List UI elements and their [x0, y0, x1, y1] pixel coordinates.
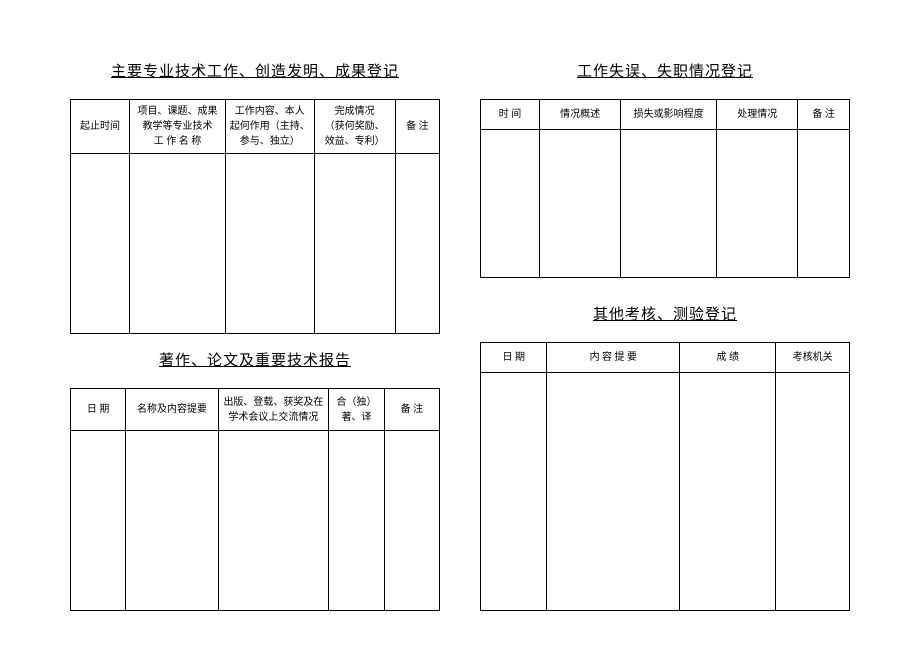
table-publications: 日 期 名称及内容提要 出版、登载、获奖及在学术会议上交流情况 合（独）著、译 …	[70, 388, 440, 611]
table-cell	[547, 373, 680, 611]
col-header: 成 绩	[680, 343, 776, 373]
table-cell	[218, 431, 329, 611]
col-header: 日 期	[71, 389, 126, 431]
table-row	[481, 373, 850, 611]
table-professional-work: 起止时间 项目、课题、成果教学等专业技术工 作 名 称 工作内容、本人起何作用（…	[70, 99, 440, 334]
col-header: 出版、登载、获奖及在学术会议上交流情况	[218, 389, 329, 431]
table-header-row: 日 期 名称及内容提要 出版、登载、获奖及在学术会议上交流情况 合（独）著、译 …	[71, 389, 440, 431]
col-header: 项目、课题、成果教学等专业技术工 作 名 称	[130, 100, 226, 154]
table-row	[71, 431, 440, 611]
table-cell	[130, 154, 226, 334]
table-cell	[540, 130, 621, 278]
table-cell	[481, 130, 540, 278]
section2-title: 著作、论文及重要技术报告	[70, 349, 440, 370]
col-header: 名称及内容提要	[126, 389, 218, 431]
section4-title: 其他考核、测验登记	[480, 303, 850, 324]
col-header: 内 容 提 要	[547, 343, 680, 373]
table-cell	[71, 431, 126, 611]
col-header: 完成情况（获何奖励、效益、专利）	[314, 100, 395, 154]
table-cell	[717, 130, 798, 278]
table-header-row: 起止时间 项目、课题、成果教学等专业技术工 作 名 称 工作内容、本人起何作用（…	[71, 100, 440, 154]
table-row	[71, 154, 440, 334]
col-header: 日 期	[481, 343, 547, 373]
table-cell	[680, 373, 776, 611]
table-header-row: 时 间 情况概述 损失或影响程度 处理情况 备 注	[481, 100, 850, 130]
table-cell	[776, 373, 850, 611]
table-cell	[314, 154, 395, 334]
col-header: 处理情况	[717, 100, 798, 130]
col-header: 考核机关	[776, 343, 850, 373]
col-header: 时 间	[481, 100, 540, 130]
col-header: 备 注	[384, 389, 439, 431]
table-cell	[225, 154, 314, 334]
table-cell	[329, 431, 384, 611]
col-header: 情况概述	[540, 100, 621, 130]
col-header: 损失或影响程度	[621, 100, 717, 130]
col-header: 合（独）著、译	[329, 389, 384, 431]
table-cell	[798, 130, 850, 278]
col-header: 起止时间	[71, 100, 130, 154]
col-header: 备 注	[395, 100, 439, 154]
table-cell	[126, 431, 218, 611]
table-cell	[621, 130, 717, 278]
table-cell	[384, 431, 439, 611]
table-row	[481, 130, 850, 278]
table-cell	[481, 373, 547, 611]
right-column: 工作失误、失职情况登记 时 间 情况概述 损失或影响程度 处理情况 备 注 其他…	[480, 60, 850, 611]
left-column: 主要专业技术工作、创造发明、成果登记 起止时间 项目、课题、成果教学等专业技术工…	[70, 60, 440, 611]
section1-title: 主要专业技术工作、创造发明、成果登记	[70, 60, 440, 81]
table-work-errors: 时 间 情况概述 损失或影响程度 处理情况 备 注	[480, 99, 850, 278]
table-cell	[71, 154, 130, 334]
table-other-assessments: 日 期 内 容 提 要 成 绩 考核机关	[480, 342, 850, 611]
table-header-row: 日 期 内 容 提 要 成 绩 考核机关	[481, 343, 850, 373]
col-header: 工作内容、本人起何作用（主持、参与、独立）	[225, 100, 314, 154]
table-cell	[395, 154, 439, 334]
col-header: 备 注	[798, 100, 850, 130]
section3-title: 工作失误、失职情况登记	[480, 60, 850, 81]
